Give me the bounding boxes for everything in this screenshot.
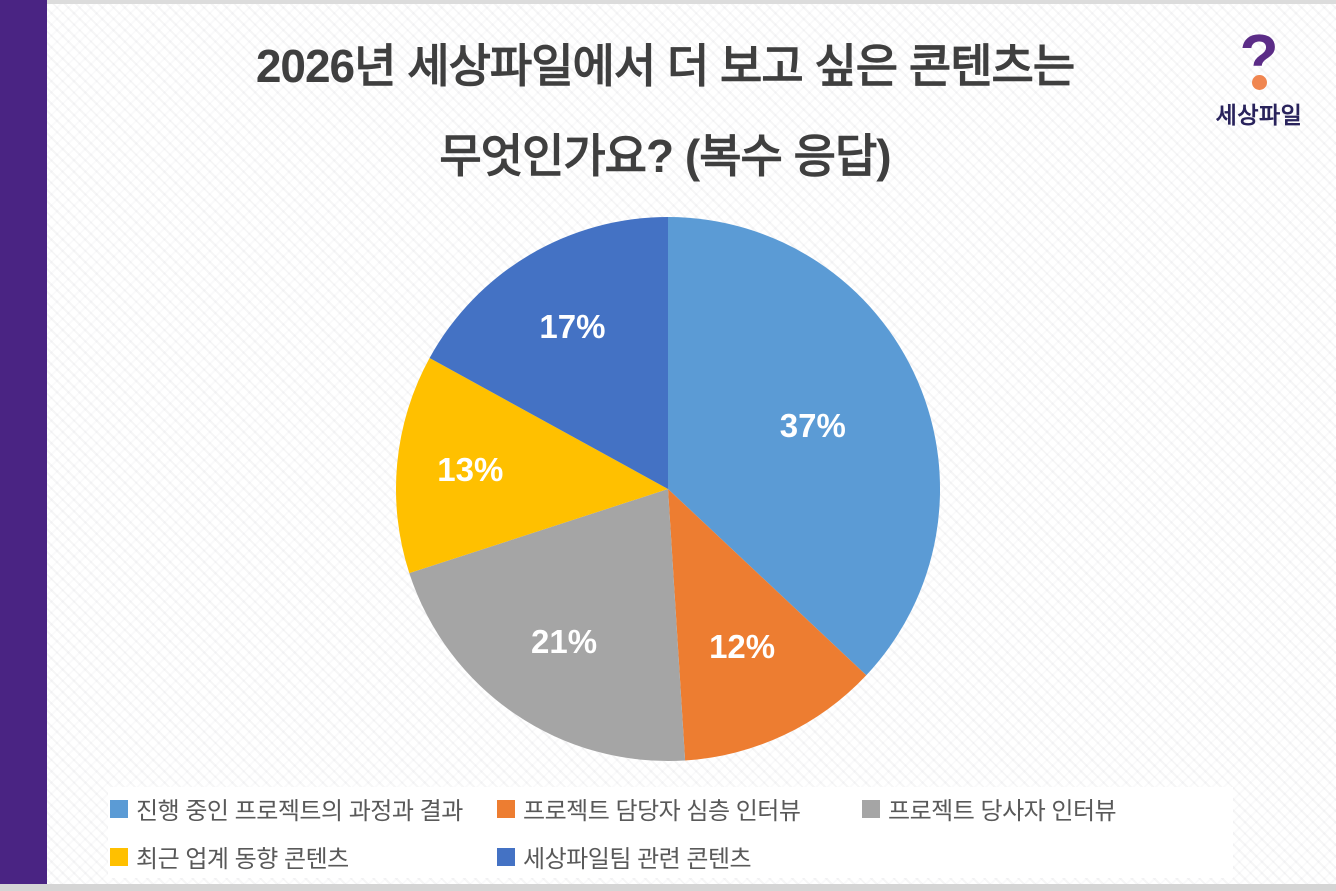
pie-slice	[668, 217, 941, 676]
pie-slice-label: 17%	[539, 308, 606, 346]
top-edge-strip	[47, 0, 1336, 4]
left-accent-bar	[0, 0, 47, 884]
legend-label: 진행 중인 프로젝트의 과정과 결과	[136, 798, 463, 825]
title-line-2: 무엇인가요? (복수 응답)	[439, 130, 891, 182]
pie-slice	[409, 489, 686, 762]
legend-swatch-icon	[497, 847, 515, 866]
bottom-edge-strip	[0, 884, 1336, 891]
pie-slice	[429, 217, 668, 489]
pie-slice-label: 13%	[437, 451, 504, 489]
legend-row: 최근 업계 동향 콘텐츠 세상파일팀 관련 콘텐츠	[110, 839, 1233, 874]
sesangfile-logo: ? 세상파일	[1198, 20, 1320, 130]
chart-legend: 진행 중인 프로젝트의 과정과 결과 프로젝트 담당자 심층 인터뷰 프로젝트 당사…	[110, 791, 1233, 887]
pie-slice-label: 37%	[779, 407, 846, 445]
legend-label: 세상파일팀 관련 콘텐츠	[523, 846, 752, 873]
legend-swatch-icon	[497, 799, 515, 818]
question-mark-icon: ?	[1198, 20, 1320, 70]
pie-slice-label: 12%	[709, 627, 776, 665]
legend-backdrop	[108, 787, 1233, 878]
pie-slice	[395, 358, 668, 574]
legend-item: 진행 중인 프로젝트의 과정과 결과	[110, 791, 497, 826]
question-mark-glyph: ?	[1239, 21, 1279, 70]
pie-slice	[668, 489, 867, 761]
legend-item: 프로젝트 담당자 심층 인터뷰	[497, 791, 862, 826]
legend-item: 프로젝트 당사자 인터뷰	[862, 791, 1233, 826]
pie-slice-label: 21%	[531, 622, 598, 660]
logo-text: 세상파일	[1215, 102, 1303, 128]
legend-item: 세상파일팀 관련 콘텐츠	[497, 839, 862, 874]
legend-item: 최근 업계 동향 콘텐츠	[110, 839, 497, 874]
legend-swatch-icon	[862, 799, 880, 818]
legend-swatch-icon	[110, 847, 128, 866]
legend-row: 진행 중인 프로젝트의 과정과 결과 프로젝트 담당자 심층 인터뷰 프로젝트 당사…	[110, 791, 1233, 826]
orange-dot-icon	[1251, 75, 1267, 90]
title-line-1: 2026년 세상파일에서 더 보고 싶은 콘텐츠는	[255, 40, 1075, 92]
legend-label: 최근 업계 동향 콘텐츠	[136, 846, 349, 873]
legend-label: 프로젝트 당사자 인터뷰	[888, 798, 1117, 825]
chart-title: 2026년 세상파일에서 더 보고 싶은 콘텐츠는 무엇인가요? (복수 응답)	[47, 21, 1283, 201]
legend-swatch-icon	[110, 799, 128, 818]
legend-label: 프로젝트 담당자 심층 인터뷰	[523, 798, 801, 825]
